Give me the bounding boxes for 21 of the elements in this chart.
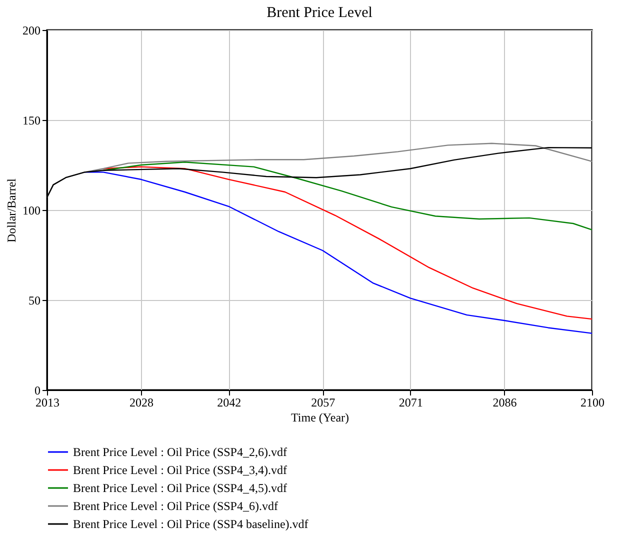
x-tick-label: 2071	[398, 396, 423, 410]
y-axis-title: Dollar/Barrel	[4, 178, 18, 242]
x-tick-label: 2057	[311, 396, 336, 410]
chart-title: Brent Price Level	[266, 5, 372, 21]
x-tick-label: 2086	[492, 396, 517, 410]
x-tick-label: 2100	[580, 396, 604, 410]
x-tick-label: 2013	[36, 396, 60, 410]
y-tick-label: 0	[34, 384, 40, 398]
x-axis-title: Time (Year)	[290, 410, 350, 424]
y-tick-label: 100	[22, 204, 40, 218]
line-series	[102, 162, 593, 230]
x-tick-label: 2042	[217, 396, 242, 410]
legend-label: Brent Price Level : Oil Price (SSP4_3,4).vdf	[73, 463, 287, 477]
legend-label: Brent Price Level : Oil Price (SSP4 baseline).vdf	[73, 517, 308, 531]
y-tick-label: 200	[22, 24, 40, 38]
legend-label: Brent Price Level : Oil Price (SSP4_4,5).vdf	[73, 481, 287, 495]
y-tick-label: 150	[22, 114, 40, 128]
x-tick-label: 2028	[129, 396, 154, 410]
legend-label: Brent Price Level : Oil Price (SSP4_6).vdf	[73, 499, 278, 513]
legend-label: Brent Price Level : Oil Price (SSP4_2,6).vdf	[73, 445, 287, 459]
y-tick-label: 50	[28, 294, 40, 308]
